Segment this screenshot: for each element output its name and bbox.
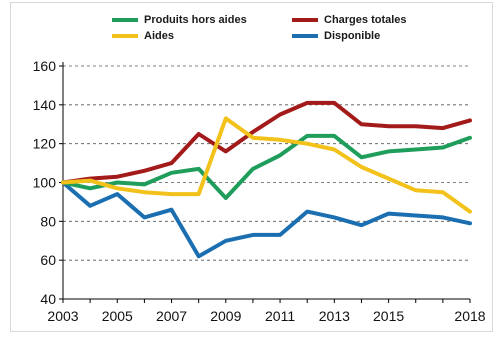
y-tick-label-40: 40 <box>40 291 56 307</box>
y-tick-label-100: 100 <box>33 175 57 191</box>
series-line-charges-totales <box>61 100 472 185</box>
legend-label-charges: Charges totales <box>324 14 407 26</box>
legend-item-disponible: Disponible <box>292 30 380 42</box>
legend-item-aides: Aides <box>112 30 174 42</box>
x-tick-labels: 2003 2005 2007 2009 2011 2013 2015 2018 <box>47 308 485 324</box>
legend-swatch-disponible <box>292 34 318 38</box>
series-line-disponible <box>61 180 472 259</box>
y-tick-labels: 40 60 80 100 120 140 160 <box>33 58 57 307</box>
series-line-produits-hors-aides <box>61 133 472 200</box>
chart-frame <box>10 2 493 332</box>
x-tick-label-2007: 2007 <box>156 308 187 324</box>
y-tick-label-160: 160 <box>33 58 57 74</box>
x-tick-label-2015: 2015 <box>373 308 404 324</box>
y-tick-label-80: 80 <box>40 213 56 229</box>
legend-item-charges: Charges totales <box>292 14 407 26</box>
legend-swatch-produits <box>112 18 138 22</box>
x-tick-label-2011: 2011 <box>265 308 295 324</box>
x-tick-label-2005: 2005 <box>102 308 133 324</box>
x-tick-label-2018: 2018 <box>454 308 485 324</box>
series-line-aides <box>61 116 472 214</box>
x-tick-label-2009: 2009 <box>210 308 241 324</box>
legend-item-produits: Produits hors aides <box>112 14 247 26</box>
series-lines <box>61 100 472 259</box>
legend-swatch-aides <box>112 34 138 38</box>
y-tick-label-120: 120 <box>33 136 57 152</box>
legend-label-produits: Produits hors aides <box>144 14 247 26</box>
x-tick-label-2013: 2013 <box>319 308 350 324</box>
y-tick-label-60: 60 <box>40 252 56 268</box>
y-tick-label-140: 140 <box>33 97 57 113</box>
x-tick-label-2003: 2003 <box>47 308 78 324</box>
legend-label-aides: Aides <box>144 30 174 42</box>
legend-swatch-charges <box>292 18 318 22</box>
legend-label-disponible: Disponible <box>324 30 381 42</box>
